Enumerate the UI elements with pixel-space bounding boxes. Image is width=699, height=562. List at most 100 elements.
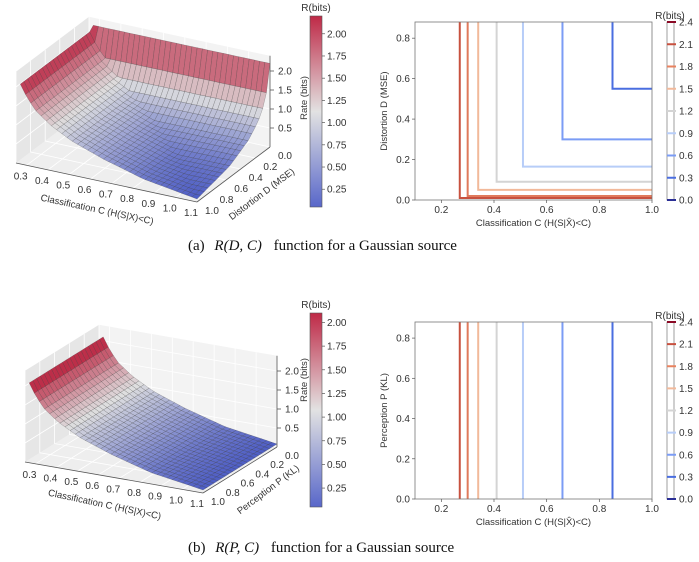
x-tick-label: 0.8 [127, 488, 141, 499]
x-tick-label: 0.4 [487, 504, 501, 515]
z-axis-label: Rate (bits) [299, 76, 310, 120]
colorbar-tick-label: 1.25 [327, 389, 347, 400]
colorbar-tick-label: 1.75 [327, 342, 347, 353]
contour-line-0.3 [611, 22, 652, 90]
contour-line-0.6 [561, 22, 652, 141]
y-tick-label: 0.8 [226, 488, 240, 499]
colorbar-tick-label: 2.00 [327, 29, 347, 40]
x-tick-label: 0.7 [99, 190, 113, 201]
colorbar-tick-label: 0.75 [327, 140, 347, 151]
x-tick-label: 0.5 [56, 180, 70, 191]
y-tick-label: 0.2 [270, 460, 284, 471]
x-tick-label: 0.2 [434, 205, 448, 216]
z-tick-label: 1.0 [278, 105, 292, 116]
contour-line-1.5 [477, 22, 652, 191]
colorbar-tick-label: 1.00 [327, 118, 347, 129]
colorbar-tick-label: 1.50 [327, 74, 347, 85]
x-tick-label: 0.5 [64, 477, 78, 488]
y-tick-label: 0.0 [285, 451, 299, 462]
plot-frame [414, 21, 653, 201]
y-tick-label: 0.4 [255, 469, 269, 480]
x-tick-label: 0.6 [540, 504, 554, 515]
y-tick-label: 0.6 [241, 479, 255, 490]
surface-patch [191, 194, 202, 200]
colorbar-title: R(bits) [655, 311, 684, 322]
surface-patch [197, 485, 208, 491]
caption-b-math: R(P, C) [214, 540, 259, 556]
y-tick-label: 0.6 [396, 74, 410, 85]
colorbar-tick-label: 1.50 [327, 365, 347, 376]
colorbar-tick-label: 0.50 [327, 163, 347, 174]
y-tick-label: 0.8 [220, 195, 234, 206]
z-tick-label: 0.5 [278, 124, 292, 135]
colorbar-title: R(bits) [301, 3, 330, 14]
caption-a: (a) R(D, C) function for a Gaussian sour… [188, 238, 457, 254]
colorbar-tick-label: 1.8 [679, 62, 693, 73]
colorbar-tick-label: 0.6 [679, 450, 693, 461]
colorbar-tick-label: 0.0 [679, 196, 693, 207]
caption-a-text: function for a Gaussian source [274, 238, 458, 254]
caption-b: (b) R(P, C) function for a Gaussian sour… [188, 540, 455, 556]
y-tick-label: 0.6 [396, 374, 410, 385]
colorbar-tick-label: 2.1 [679, 340, 693, 351]
x-tick-label: 0.8 [592, 504, 606, 515]
caption-b-label: (b) [188, 540, 206, 556]
z-tick-label: 1.0 [285, 405, 299, 416]
colorbar-tick-label: 1.5 [679, 84, 693, 95]
x-tick-label: 0.8 [592, 205, 606, 216]
contour-line-1.2 [495, 22, 652, 183]
colorbar-tick-label: 2.4 [679, 318, 693, 329]
colorbar-tick-label: 0.75 [327, 436, 347, 447]
colorbar [309, 312, 323, 508]
surface-plot-rpc: 0.3 0.4 0.5 0.6 0.7 0.8 0.9 1.0 1.10.00.20.40.60… [23, 300, 347, 522]
x-tick-label: 0.4 [35, 176, 49, 187]
y-tick-label: 0.4 [396, 115, 410, 126]
y-tick-label: 1.0 [211, 497, 225, 508]
x-axis-label: Classification C (H(S|X̂)<C) [476, 516, 591, 528]
colorbar-tick-label: 0.25 [327, 484, 347, 495]
y-tick-label: 0.4 [249, 173, 263, 184]
surface-plot-rdc: 0.3 0.4 0.5 0.6 0.7 0.8 0.9 1.0 1.10.00.20.40.60… [14, 3, 347, 227]
colorbar-tick-label: 1.2 [679, 406, 693, 417]
contour-plot-rpc: 0.2 0.4 0.6 0.8 1.00.00.20.40.60.8Classifica… [379, 311, 693, 528]
contour-line-2.1 [458, 22, 652, 199]
x-axis-line [24, 461, 204, 494]
x-tick-label: 1.0 [163, 203, 177, 214]
x-tick-label: 1.0 [645, 504, 659, 515]
x-tick-label: 0.4 [43, 473, 57, 484]
x-tick-label: 0.7 [106, 484, 120, 495]
x-tick-label: 0.6 [540, 205, 554, 216]
z-tick-label: 2.0 [285, 367, 299, 378]
caption-a-label: (a) [188, 238, 205, 254]
y-tick-label: 0.0 [396, 495, 410, 506]
y-axis-label: Perception P (KL) [379, 373, 390, 448]
colorbar-tick-label: 1.75 [327, 51, 347, 62]
z-tick-label: 1.5 [278, 86, 292, 97]
colorbar-tick-label: 0.9 [679, 129, 693, 140]
contour-line-1.8 [466, 22, 652, 197]
z-tick-label: 1.5 [285, 386, 299, 397]
colorbar-tick-label: 2.1 [679, 40, 693, 51]
colorbar-title: R(bits) [301, 300, 330, 311]
colorbar-tick-label: 0.9 [679, 428, 693, 439]
y-tick-label: 0.8 [396, 34, 410, 45]
colorbar-tick-label: 0.6 [679, 151, 693, 162]
x-tick-label: 1.1 [184, 208, 198, 219]
y-axis-label: Distortion D (MSE) [379, 71, 390, 150]
x-tick-label: 0.4 [487, 205, 501, 216]
y-tick-label: 1.0 [205, 206, 219, 217]
z-tick-label: 0.5 [285, 424, 299, 435]
x-tick-label: 0.6 [78, 185, 92, 196]
colorbar-tick-label: 1.8 [679, 362, 693, 373]
x-tick-label: 0.9 [148, 492, 162, 503]
y-tick-label: 0.4 [396, 414, 410, 425]
colorbar-title: R(bits) [655, 11, 684, 22]
colorbar-tick-label: 1.5 [679, 384, 693, 395]
x-tick-label: 0.9 [141, 199, 155, 210]
colorbar-tick-label: 0.25 [327, 185, 347, 196]
colorbar-tick-label: 2.4 [679, 18, 693, 29]
colorbar-tick-label: 0.50 [327, 460, 347, 471]
colorbar-tick-label: 1.00 [327, 413, 347, 424]
x-tick-label: 0.2 [434, 504, 448, 515]
